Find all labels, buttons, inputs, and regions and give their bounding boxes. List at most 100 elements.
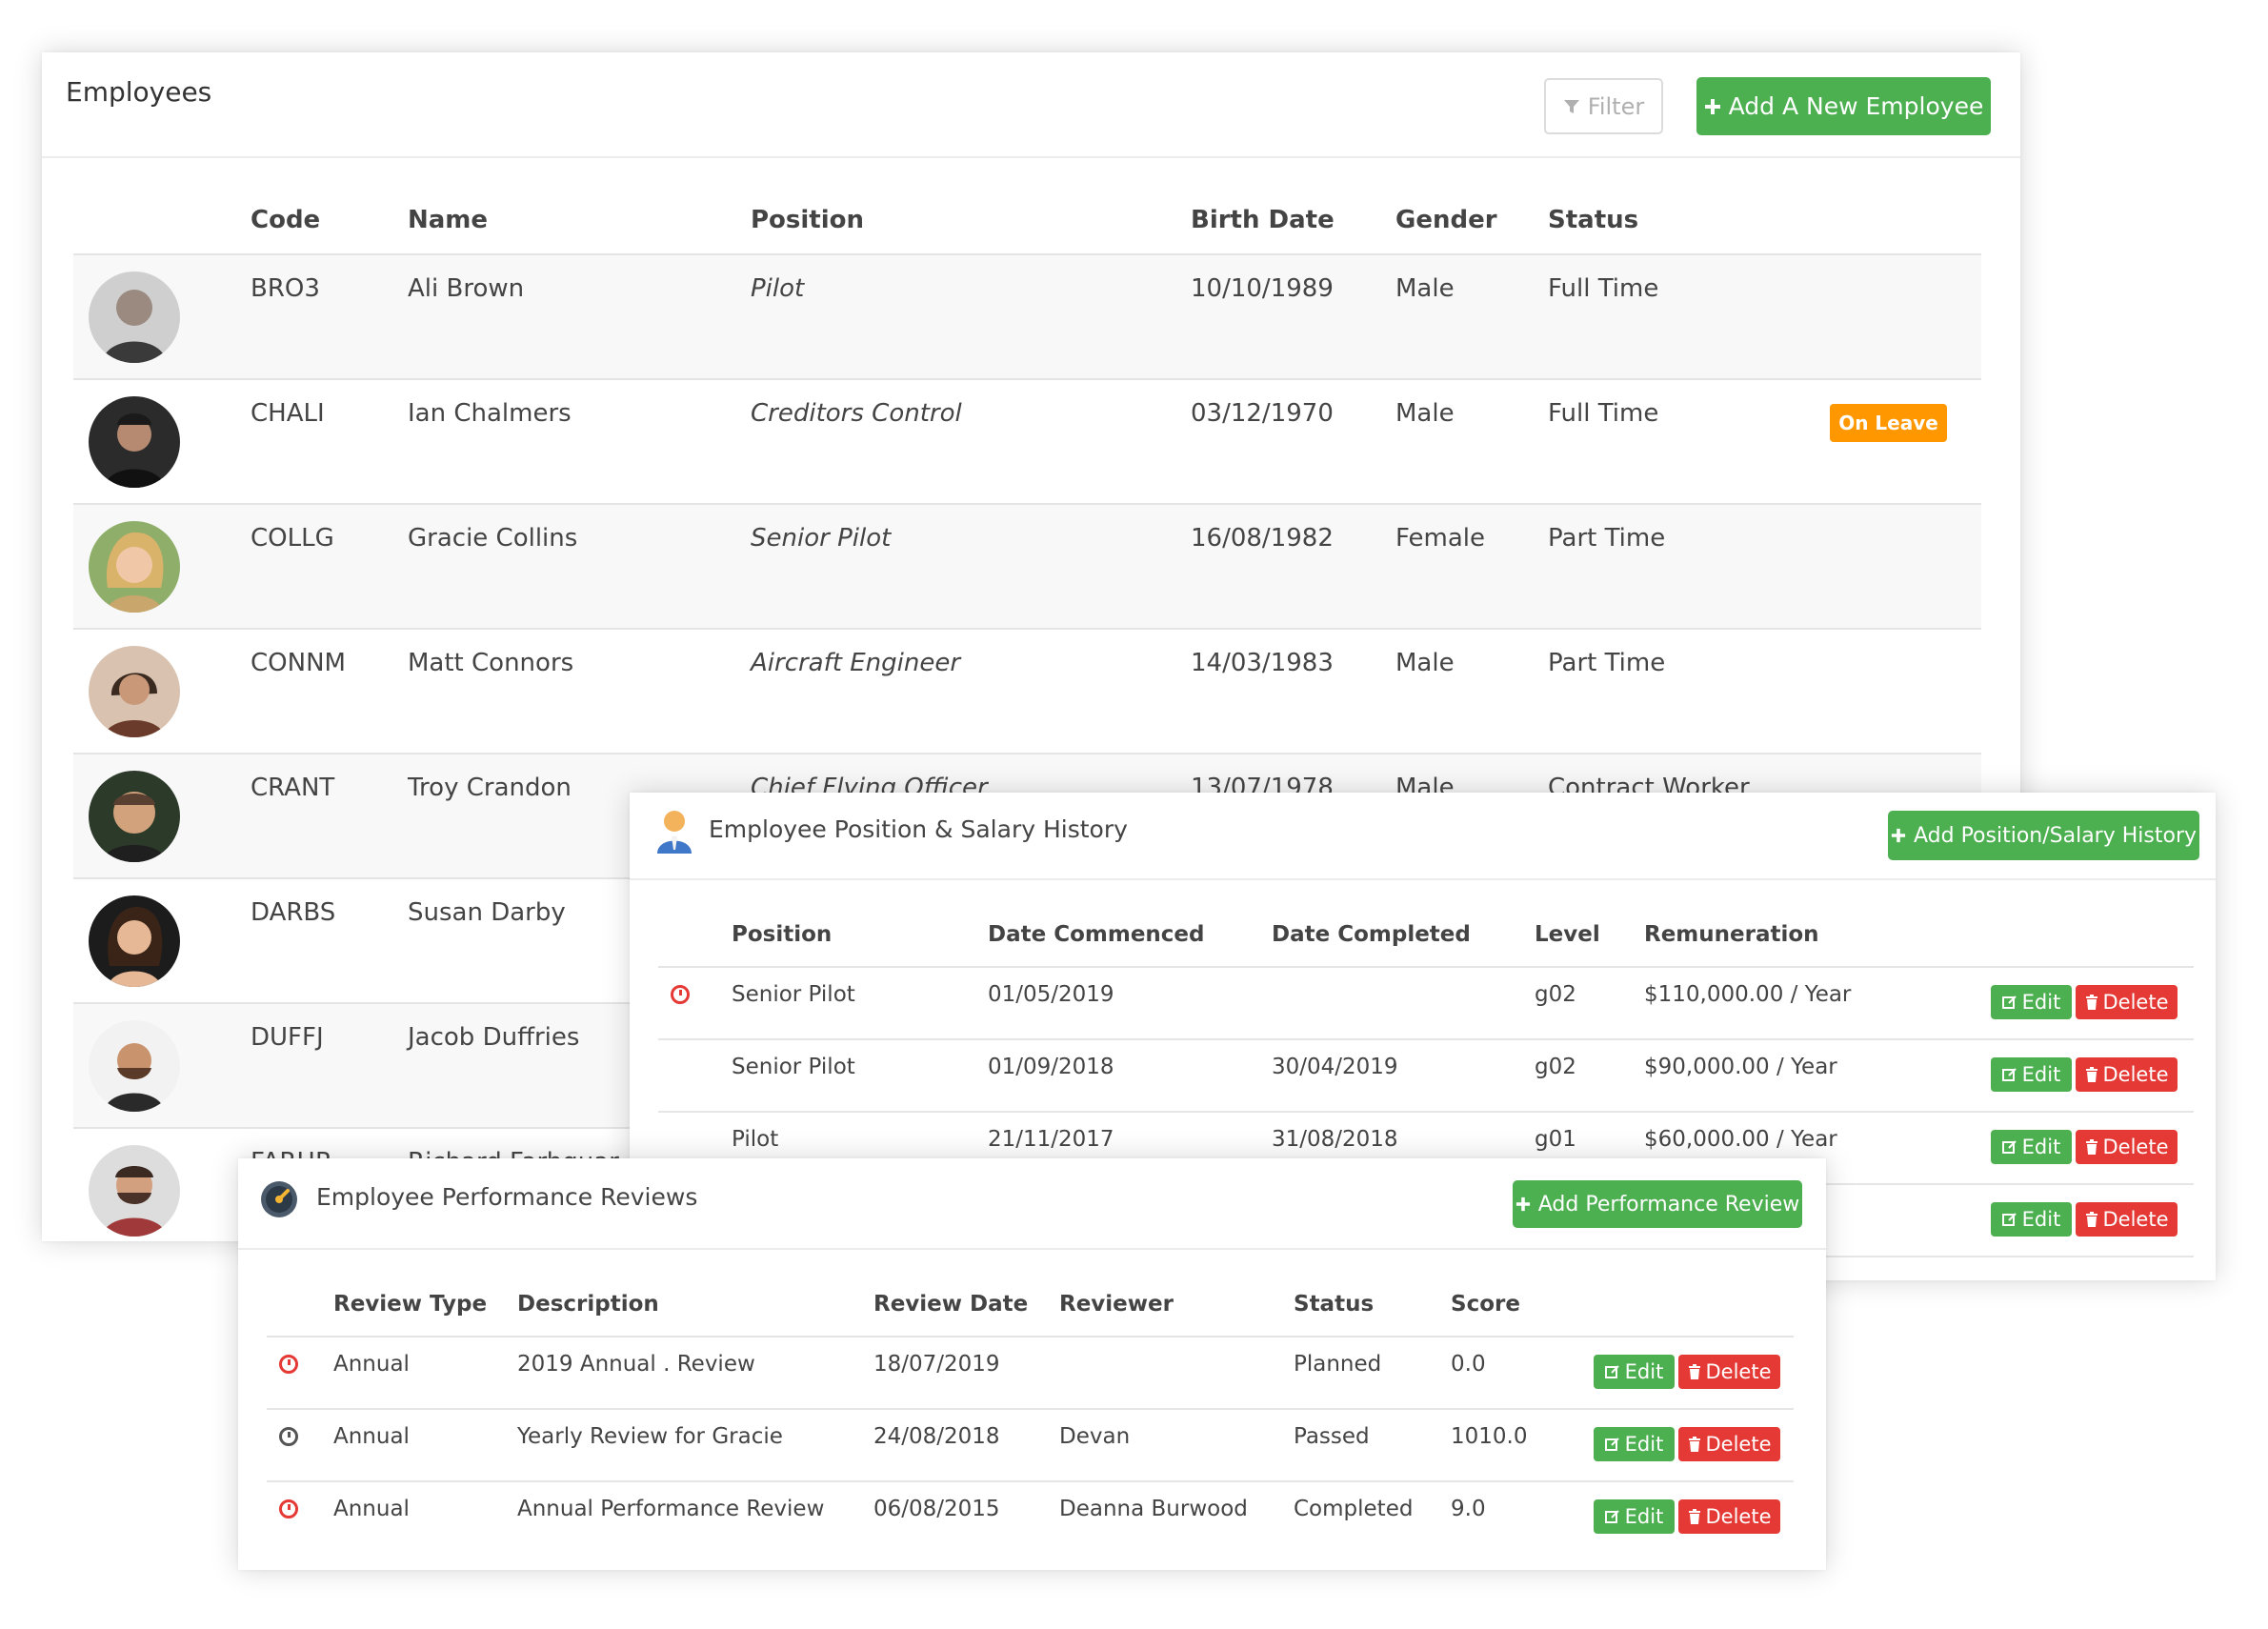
cell-reviewer: Devan xyxy=(1059,1424,1131,1449)
cell-code: COLLG xyxy=(251,524,334,553)
cell-remuneration: $90,000.00 / Year xyxy=(1644,1055,1837,1079)
filter-button[interactable]: Filter xyxy=(1544,78,1663,134)
cell-status: Full Time xyxy=(1548,399,1659,428)
cell-position: Aircraft Engineer xyxy=(751,649,961,677)
cell-birth-date: 14/03/1983 xyxy=(1191,649,1334,677)
cell-review-date: 06/08/2015 xyxy=(873,1497,1000,1521)
column-header-gender[interactable]: Gender xyxy=(1395,206,1497,234)
filter-icon xyxy=(1563,98,1580,115)
delete-button[interactable]: Delete xyxy=(2076,985,2178,1019)
edit-label: Edit xyxy=(1624,1360,1664,1383)
cell-name: Jacob Duffries xyxy=(408,1023,580,1052)
edit-button[interactable]: Edit xyxy=(1991,1057,2072,1092)
delete-button[interactable]: Delete xyxy=(1678,1499,1780,1534)
cell-status: Full Time xyxy=(1548,274,1659,303)
column-header-name[interactable]: Name xyxy=(408,206,489,234)
table-row[interactable]: Senior Pilot 01/09/2018 30/04/2019 g02 $… xyxy=(658,1040,2194,1113)
delete-button[interactable]: Delete xyxy=(2076,1057,2178,1092)
edit-icon xyxy=(1604,1437,1620,1452)
edit-label: Edit xyxy=(2021,1136,2061,1158)
edit-button[interactable]: Edit xyxy=(1991,1130,2072,1164)
cell-position: Senior Pilot xyxy=(751,524,892,553)
table-row[interactable]: Annual Yearly Review for Gracie 24/08/20… xyxy=(267,1410,1794,1482)
edit-label: Edit xyxy=(1624,1505,1664,1528)
trash-icon xyxy=(1688,1437,1701,1452)
gauge-icon xyxy=(259,1179,299,1219)
cell-level: g02 xyxy=(1535,982,1576,1007)
avatar xyxy=(89,646,180,737)
cell-review-type: Annual xyxy=(333,1424,410,1449)
cell-date-completed: 31/08/2018 xyxy=(1272,1127,1398,1152)
column-header-position[interactable]: Position xyxy=(751,206,865,234)
table-row[interactable]: BRO3 Ali Brown Pilot 10/10/1989 Male Ful… xyxy=(73,255,1981,380)
delete-button[interactable]: Delete xyxy=(1678,1355,1780,1389)
edit-button[interactable]: Edit xyxy=(1594,1499,1675,1534)
column-header-status[interactable]: Status xyxy=(1548,206,1639,234)
trash-icon xyxy=(2085,1067,2098,1082)
cell-birth-date: 10/10/1989 xyxy=(1191,274,1334,303)
delete-label: Delete xyxy=(2102,1208,2169,1231)
table-row[interactable]: Pilot 21/11/2017 31/08/2018 g01 $60,000.… xyxy=(658,1113,2194,1185)
performance-reviews-header: Employee Performance Reviews Add Perform… xyxy=(238,1158,1826,1250)
add-performance-review-button[interactable]: Add Performance Review xyxy=(1513,1180,1802,1228)
cell-date-commenced: 01/09/2018 xyxy=(988,1055,1114,1079)
performance-reviews-table-body: Annual 2019 Annual . Review 18/07/2019 P… xyxy=(267,1337,1794,1555)
trash-icon xyxy=(2085,1212,2098,1227)
cell-code: CONNM xyxy=(251,649,346,677)
trash-icon xyxy=(2085,1139,2098,1155)
clock-icon xyxy=(279,1355,298,1374)
add-new-employee-label: Add A New Employee xyxy=(1728,92,1984,120)
delete-button[interactable]: Delete xyxy=(2076,1202,2178,1237)
avatar xyxy=(89,1020,180,1112)
table-row[interactable]: CHALI Ian Chalmers Creditors Control 03/… xyxy=(73,380,1981,505)
salary-history-table-body: Senior Pilot 01/05/2019 g02 $110,000.00 … xyxy=(658,968,2194,1257)
cell-review-type: Annual xyxy=(333,1352,410,1377)
cell-status: Planned xyxy=(1294,1352,1382,1377)
column-header-date-completed: Date Completed xyxy=(1272,922,1471,947)
cell-position: Senior Pilot xyxy=(732,982,855,1007)
delete-label: Delete xyxy=(1705,1433,1772,1456)
table-row[interactable]: CONNM Matt Connors Aircraft Engineer 14/… xyxy=(73,630,1981,754)
cell-description: Yearly Review for Gracie xyxy=(517,1424,783,1449)
table-row[interactable]: Annual 2019 Annual . Review 18/07/2019 P… xyxy=(267,1337,1794,1410)
add-new-employee-button[interactable]: Add A New Employee xyxy=(1696,77,1991,135)
edit-label: Edit xyxy=(2021,1063,2061,1086)
cell-position: Creditors Control xyxy=(751,399,962,428)
cell-birth-date: 16/08/1982 xyxy=(1191,524,1334,553)
cell-level: g02 xyxy=(1535,1055,1576,1079)
performance-reviews-title: Employee Performance Reviews xyxy=(316,1183,698,1211)
plus-icon xyxy=(1515,1197,1531,1212)
edit-icon xyxy=(1604,1364,1620,1379)
add-position-salary-history-button[interactable]: Add Position/Salary History xyxy=(1888,811,2199,860)
column-header-birth-date[interactable]: Birth Date xyxy=(1191,206,1335,234)
delete-button[interactable]: Delete xyxy=(1678,1427,1780,1461)
delete-label: Delete xyxy=(2102,1136,2169,1158)
edit-button[interactable]: Edit xyxy=(1594,1427,1675,1461)
table-row[interactable]: Senior Pilot 01/05/2019 g02 $110,000.00 … xyxy=(658,968,2194,1040)
column-header-date-commenced: Date Commenced xyxy=(988,922,1205,947)
edit-button[interactable]: Edit xyxy=(1991,985,2072,1019)
table-row[interactable]: COLLG Gracie Collins Senior Pilot 16/08/… xyxy=(73,505,1981,630)
employees-table-body: BRO3 Ali Brown Pilot 10/10/1989 Male Ful… xyxy=(73,255,1981,1241)
add-performance-review-label: Add Performance Review xyxy=(1537,1192,1800,1217)
page-title: Employees xyxy=(66,76,212,108)
cell-code: CHALI xyxy=(251,399,325,428)
cell-name: Matt Connors xyxy=(408,649,574,677)
cell-score: 0.0 xyxy=(1451,1352,1486,1377)
salary-history-table: Position Date Commenced Date Completed L… xyxy=(658,911,2194,1257)
cell-name: Ian Chalmers xyxy=(408,399,572,428)
column-header-remuneration: Remuneration xyxy=(1644,922,1819,947)
delete-label: Delete xyxy=(1705,1505,1772,1528)
edit-button[interactable]: Edit xyxy=(1594,1355,1675,1389)
column-header-review-date: Review Date xyxy=(873,1292,1029,1317)
cell-position: Pilot xyxy=(751,274,805,303)
trash-icon xyxy=(1688,1364,1701,1379)
edit-button[interactable]: Edit xyxy=(1991,1202,2072,1237)
cell-review-type: Annual xyxy=(333,1497,410,1521)
cell-review-date: 24/08/2018 xyxy=(873,1424,1000,1449)
column-header-score: Score xyxy=(1451,1292,1520,1317)
edit-icon xyxy=(2001,1212,2017,1227)
column-header-code[interactable]: Code xyxy=(251,206,321,234)
table-row[interactable]: Annual Annual Performance Review 06/08/2… xyxy=(267,1482,1794,1555)
delete-button[interactable]: Delete xyxy=(2076,1130,2178,1164)
